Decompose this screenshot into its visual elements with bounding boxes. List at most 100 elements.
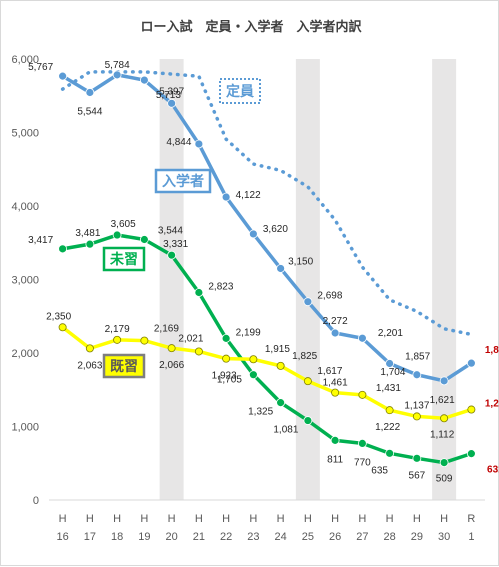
data-label: 1,112 [430, 429, 455, 440]
data-point [58, 71, 68, 81]
data-point [58, 323, 67, 332]
data-label: 1,325 [248, 407, 273, 418]
data-point [276, 361, 285, 370]
data-label: 5,784 [105, 60, 130, 71]
data-point [303, 416, 313, 425]
x-tick-era: H [222, 513, 230, 525]
highlight-band-H30 [432, 59, 457, 500]
data-point [357, 333, 367, 343]
x-tick-year: 27 [356, 531, 368, 543]
x-axis: H 16 H 17 H 18 H 19 H 20 H 21 H 22 H 23 H 24 H 25 H 26 H 27 H 28 H… [49, 499, 485, 543]
x-tick-year: 19 [138, 531, 150, 543]
data-point [222, 354, 231, 363]
x-tick-year: 30 [438, 531, 450, 543]
data-point [385, 448, 395, 458]
data-point [412, 370, 422, 380]
y-tick-label: 1,000 [11, 422, 39, 434]
data-point [440, 414, 449, 423]
x-tick-era: H [249, 513, 257, 525]
data-point [194, 347, 203, 356]
data-point [412, 412, 421, 421]
x-tick-era: H [113, 513, 121, 525]
data-point [194, 139, 204, 149]
callout-non-law: 未習 [102, 246, 146, 272]
data-label: 811 [327, 454, 343, 465]
x-tick-year: 25 [302, 531, 314, 543]
data-point [140, 336, 149, 345]
data-label: 1,857 [405, 352, 430, 363]
data-label: 1,222 [375, 422, 400, 433]
data-label: 5,544 [77, 107, 102, 118]
data-label: 1,461 [323, 378, 348, 389]
data-label: 2,063 [77, 360, 102, 371]
x-tick-era: H [440, 513, 448, 525]
x-tick-year: 1 [468, 531, 474, 543]
series-line-3 [61, 325, 472, 421]
x-tick-era: H [304, 513, 312, 525]
data-point [139, 75, 149, 85]
x-tick-era: H [413, 513, 421, 525]
data-label: 2,021 [178, 333, 203, 344]
highlight-band-H25 [295, 59, 320, 500]
callout-box [219, 78, 261, 104]
y-tick-label: 0 [33, 495, 39, 507]
x-tick-era: H [277, 513, 285, 525]
callout-label: 入学者 [162, 173, 204, 190]
data-label: 1,621 [430, 395, 455, 406]
data-point [112, 230, 122, 240]
data-label: 2,698 [317, 291, 342, 302]
x-tick-year: 21 [193, 531, 205, 543]
data-label: 3,417 [28, 235, 53, 246]
x-tick-era: H [386, 513, 394, 525]
x-tick-year: 16 [57, 531, 69, 543]
data-point [167, 344, 176, 353]
data-label: 770 [354, 457, 371, 468]
callout-label: 未習 [110, 251, 138, 268]
highlight-band-H20 [159, 59, 184, 500]
series-line-0 [60, 70, 474, 337]
data-label: 2,272 [323, 316, 348, 327]
x-tick-year: 18 [111, 531, 123, 543]
data-label: 3,481 [75, 228, 100, 239]
data-label: 3,605 [111, 219, 136, 230]
data-point [412, 453, 422, 463]
x-tick-era: H [331, 513, 339, 525]
x-tick-era: H [195, 513, 203, 525]
data-point [385, 359, 395, 368]
data-point [221, 192, 231, 202]
series-lines [60, 70, 474, 465]
data-point [139, 235, 149, 244]
x-tick-year: 23 [247, 531, 259, 543]
data-point [248, 370, 258, 380]
x-tick-year: 29 [411, 531, 423, 543]
data-label: 1,704 [380, 367, 405, 378]
data-label: 5,713 [156, 90, 181, 101]
data-point [439, 458, 449, 467]
y-tick-label: 3,000 [11, 275, 39, 287]
highlight-bands [159, 59, 457, 500]
data-point [358, 390, 367, 399]
data-label: 1,231 [485, 399, 499, 410]
data-label: 1,825 [292, 351, 317, 362]
x-tick-year: 24 [275, 531, 287, 543]
data-point [85, 344, 94, 353]
callout-box [102, 246, 146, 272]
x-tick-era: H [168, 513, 176, 525]
x-tick-era: R [467, 513, 475, 525]
y-tick-label: 6,000 [11, 54, 39, 66]
data-point [357, 439, 367, 448]
data-label: 3,544 [158, 226, 183, 237]
data-point [112, 70, 122, 80]
data-label: 4,122 [236, 190, 261, 201]
data-point [466, 358, 476, 368]
data-label: 567 [409, 470, 426, 481]
data-label: 1,137 [404, 400, 429, 411]
x-tick-year: 17 [84, 531, 96, 543]
y-axis: 0 1,000 2,000 3,000 4,000 5,000 6,000 [11, 54, 39, 507]
x-tick-year: 28 [384, 531, 396, 543]
data-label: 635 [371, 465, 388, 476]
